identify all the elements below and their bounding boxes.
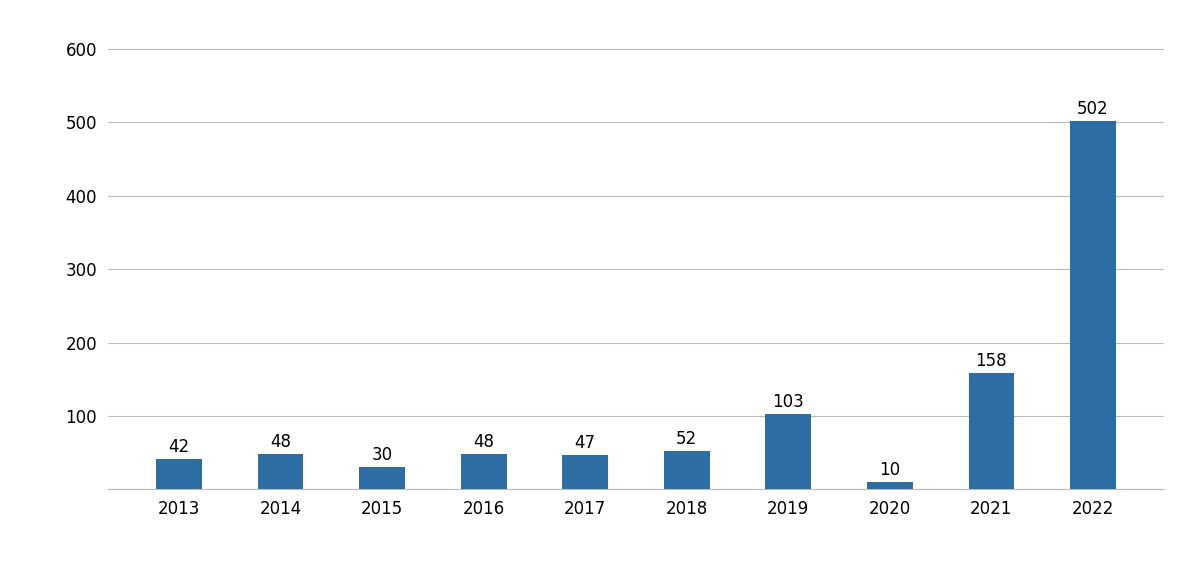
Text: 52: 52 (677, 430, 697, 448)
Text: 158: 158 (976, 352, 1007, 370)
Text: 48: 48 (270, 433, 292, 451)
Bar (258, 454, 304, 489)
Bar (968, 373, 1014, 489)
Text: 10: 10 (880, 461, 900, 479)
Text: 502: 502 (1078, 100, 1109, 118)
Text: 42: 42 (168, 438, 190, 456)
Bar (359, 467, 406, 489)
Bar (868, 482, 913, 489)
Text: 47: 47 (575, 434, 595, 452)
Text: 30: 30 (372, 446, 392, 464)
Bar (664, 451, 709, 489)
Bar (1070, 121, 1116, 489)
Bar (766, 414, 811, 489)
Text: 103: 103 (773, 393, 804, 411)
Bar (461, 454, 506, 489)
Bar (156, 459, 202, 489)
Text: 48: 48 (473, 433, 494, 451)
Bar (563, 455, 608, 489)
